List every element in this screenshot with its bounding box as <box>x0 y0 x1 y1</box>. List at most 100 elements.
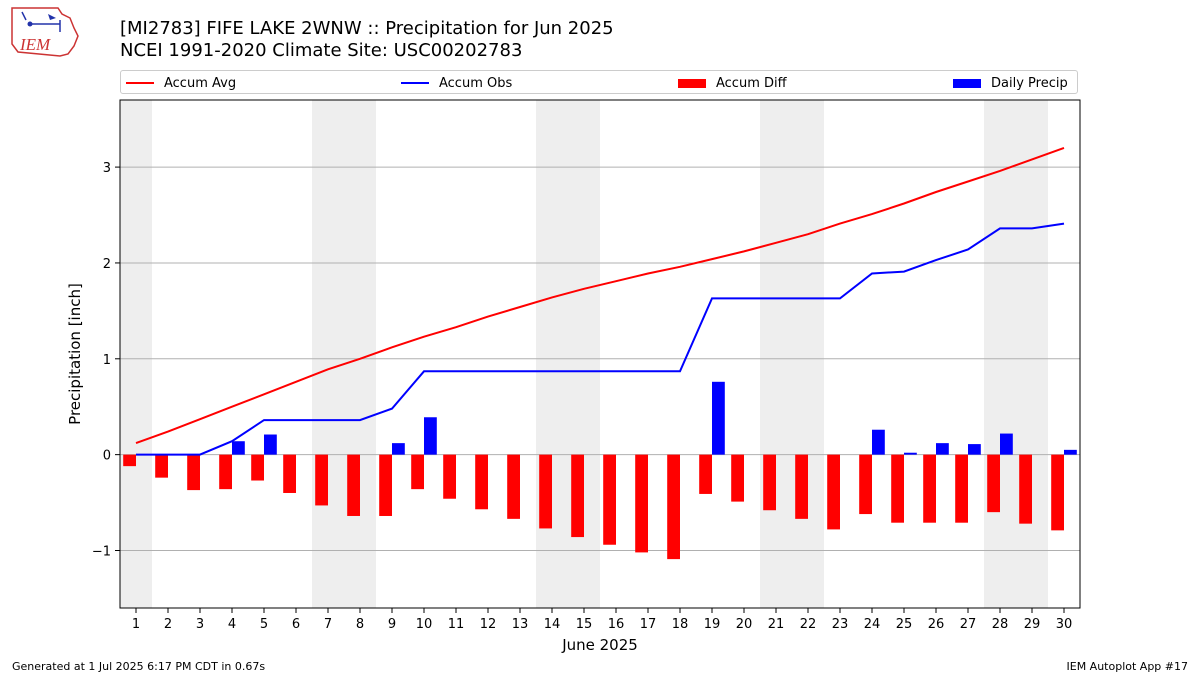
accum-diff-bar <box>923 454 936 523</box>
daily-precip-bar <box>936 443 949 455</box>
legend-swatch-accum-diff <box>678 78 706 88</box>
x-tick-label: 5 <box>260 617 268 632</box>
accum-diff-bar <box>411 454 424 490</box>
legend-item-accum-diff: Accum Diff <box>678 74 787 92</box>
accum-diff-bar <box>123 454 136 467</box>
x-tick-label: 12 <box>480 617 497 632</box>
x-tick-label: 4 <box>228 617 236 632</box>
x-tick-label: 7 <box>324 617 332 632</box>
x-tick-label: 24 <box>864 617 881 632</box>
x-tick-label: 30 <box>1056 617 1073 632</box>
daily-precip-bar <box>264 434 277 455</box>
x-tick-label: 29 <box>1024 617 1041 632</box>
accum-diff-bar <box>603 454 616 545</box>
accum-diff-bar <box>891 454 904 523</box>
daily-precip-bar <box>712 381 725 455</box>
x-tick-label: 3 <box>196 617 204 632</box>
x-tick-label: 21 <box>768 617 785 632</box>
accum-diff-bar <box>347 454 360 516</box>
iem-logo: IEM <box>11 7 79 57</box>
accum-diff-bar <box>315 454 328 506</box>
x-tick-label: 17 <box>640 617 657 632</box>
x-tick-label: 14 <box>544 617 561 632</box>
chart-subtitle: NCEI 1991-2020 Climate Site: USC00202783 <box>120 40 523 61</box>
accum-diff-bar <box>699 454 712 494</box>
x-tick-label: 9 <box>388 617 396 632</box>
accum-diff-bar <box>859 454 872 515</box>
legend-item-accum-obs: Accum Obs <box>401 74 512 92</box>
x-tick-label: 15 <box>576 617 593 632</box>
accum-diff-bar <box>571 454 584 538</box>
accum-diff-bar <box>283 454 296 493</box>
x-tick-label: 23 <box>832 617 849 632</box>
legend-label-accum-avg: Accum Avg <box>164 75 237 91</box>
weekend-shade <box>120 100 152 608</box>
daily-precip-bar <box>968 444 981 455</box>
chart-title: [MI2783] FIFE LAKE 2WNW :: Precipitation… <box>120 18 614 39</box>
accum-diff-bar <box>987 454 1000 513</box>
y-tick-label: 2 <box>103 257 111 272</box>
y-tick-label: 0 <box>103 449 111 464</box>
x-tick-label: 6 <box>292 617 300 632</box>
accum-diff-bar <box>667 454 680 560</box>
y-axis-label: Precipitation [inch] <box>66 283 84 425</box>
weekend-shade <box>1016 100 1048 608</box>
x-tick-label: 16 <box>608 617 625 632</box>
legend-swatch-accum-avg <box>126 82 154 84</box>
daily-precip-bar <box>1064 449 1077 455</box>
generated-note: Generated at 1 Jul 2025 6:17 PM CDT in 0… <box>12 660 266 673</box>
x-tick-label: 8 <box>356 617 364 632</box>
daily-precip-bar <box>424 417 437 455</box>
x-tick-label: 13 <box>512 617 529 632</box>
daily-precip-bar <box>392 443 405 455</box>
legend-label-accum-diff: Accum Diff <box>716 75 787 91</box>
weekend-shade <box>536 100 568 608</box>
weekend-shade <box>792 100 824 608</box>
accum-diff-bar <box>187 454 200 491</box>
series-line <box>135 146 1065 445</box>
y-tick-label: 1 <box>103 353 111 368</box>
accum-diff-bar <box>1019 454 1032 524</box>
legend-item-accum-avg: Accum Avg <box>126 74 236 92</box>
accum-diff-bar <box>955 454 968 523</box>
x-axis-label: June 2025 <box>561 636 638 654</box>
x-tick-label: 10 <box>416 617 433 632</box>
weekend-shade <box>760 100 792 608</box>
y-tick-label: −1 <box>92 544 111 559</box>
accum-diff-bar <box>731 454 744 502</box>
x-tick-label: 27 <box>960 617 977 632</box>
accum-diff-bar <box>475 454 488 510</box>
daily-precip-bar <box>232 441 245 455</box>
y-tick-label: 3 <box>103 161 111 176</box>
legend-swatch-daily-precip <box>953 78 981 88</box>
accum-diff-bar <box>251 454 264 481</box>
app-note: IEM Autoplot App #17 <box>1066 660 1189 673</box>
x-tick-label: 2 <box>164 617 172 632</box>
x-tick-label: 11 <box>448 617 465 632</box>
daily-precip-bar <box>904 452 917 455</box>
accum-diff-bar <box>379 454 392 516</box>
weekend-shade <box>984 100 1016 608</box>
plot-frame <box>119 99 1081 609</box>
accum-diff-bar <box>635 454 648 553</box>
x-tick-label: 18 <box>672 617 689 632</box>
accum-diff-bar <box>507 454 520 519</box>
accum-diff-bar <box>219 454 232 490</box>
x-tick-label: 1 <box>132 617 140 632</box>
accum-diff-bar <box>155 454 168 478</box>
legend-item-daily-precip: Daily Precip <box>953 74 1068 92</box>
weekend-shade <box>312 100 344 608</box>
x-tick-label: 26 <box>928 617 945 632</box>
accum-diff-bar <box>827 454 840 530</box>
accum-diff-bar <box>443 454 456 499</box>
legend-label-accum-obs: Accum Obs <box>439 75 513 91</box>
daily-precip-bar <box>872 429 885 455</box>
legend: Accum Avg Accum Obs Accum Diff Daily Pre… <box>120 70 1078 94</box>
svg-text:IEM: IEM <box>19 35 51 54</box>
x-tick-label: 25 <box>896 617 913 632</box>
accum-diff-bar <box>1051 454 1064 531</box>
accum-diff-bar <box>795 454 808 519</box>
legend-swatch-accum-obs <box>401 82 429 84</box>
series-line <box>136 222 1065 456</box>
